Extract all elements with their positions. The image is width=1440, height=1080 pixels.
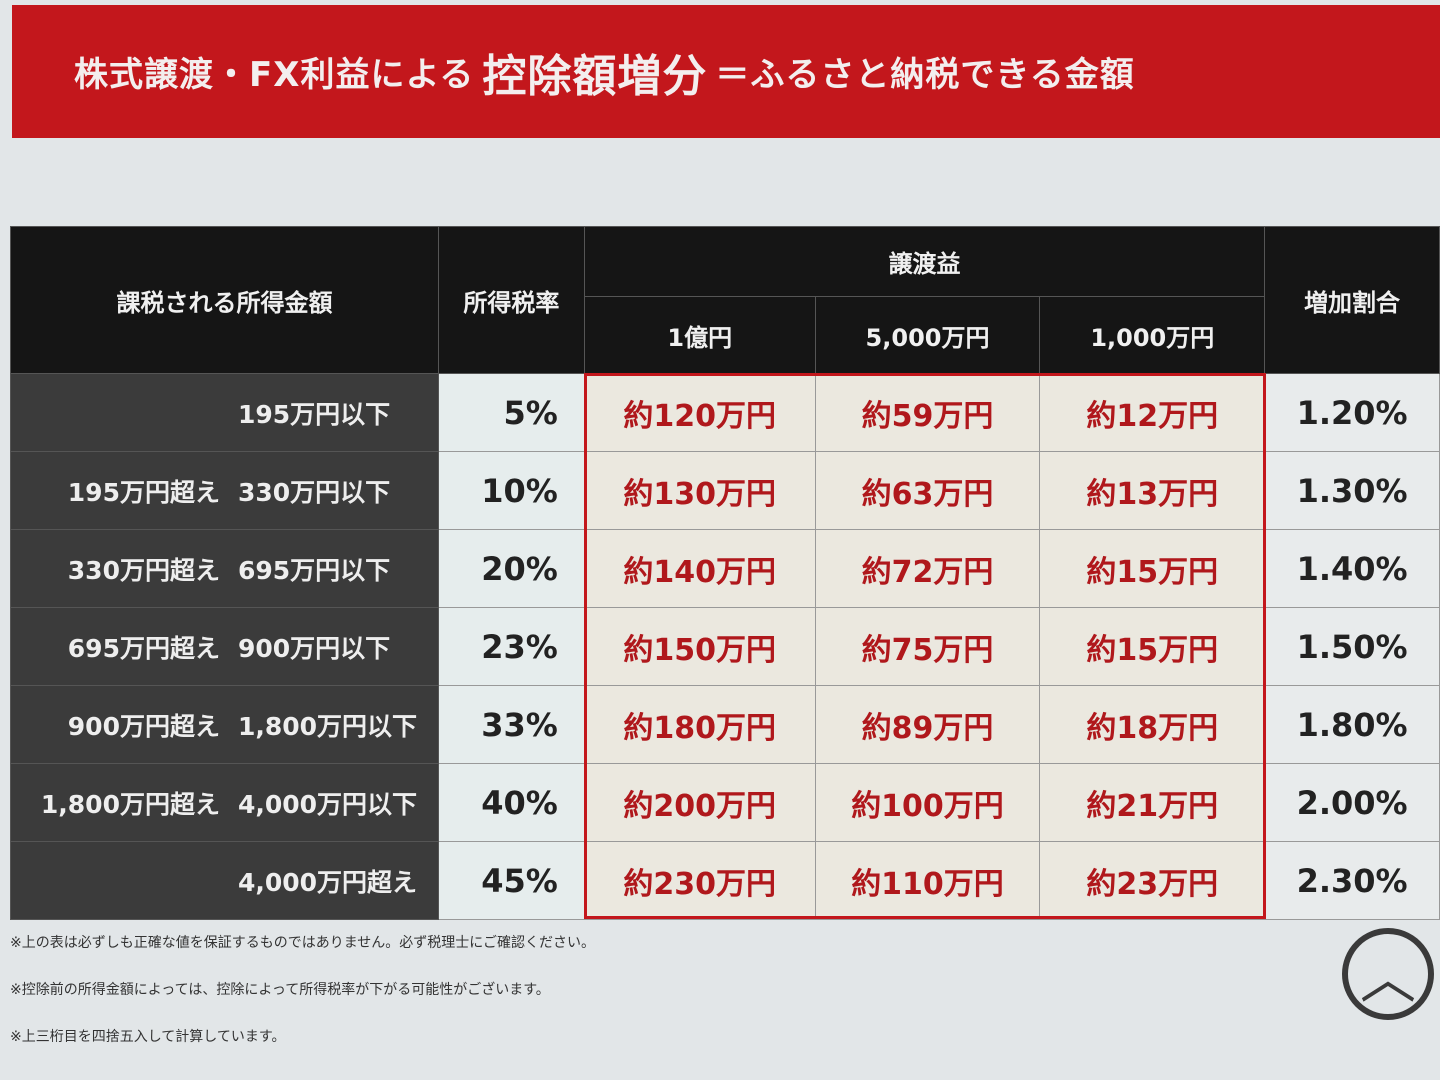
- income-from: 195万円超え: [67, 477, 220, 507]
- gain-value-cell: 約140万円: [583, 529, 816, 608]
- income-range: 330万円超え 695万円以下: [35, 551, 428, 587]
- title-pre: 株式譲渡・FX利益による: [74, 55, 475, 95]
- gain-value-cell: 約63万円: [814, 451, 1041, 530]
- increase-cell: 1.50%: [1264, 607, 1440, 686]
- rate-cell: 23%: [437, 607, 585, 686]
- gain-value-cell: 約13万円: [1039, 451, 1266, 530]
- gain-value-cell: 約59万円: [814, 373, 1041, 452]
- income-cell: 4,000万円超え: [10, 841, 439, 920]
- gain-value-cell: 約89万円: [814, 685, 1041, 764]
- income-cell: 195万円超え 330万円以下: [10, 451, 439, 530]
- gain-value-cell: 約150万円: [583, 607, 816, 686]
- table-row: 4,000万円超え 45% 約230万円 約110万円 約23万円 2.30%: [10, 841, 1440, 920]
- table-row: 900万円超え 1,800万円以下 33% 約180万円 約89万円 約18万円 1.80%: [10, 685, 1440, 764]
- rate-cell: 5%: [437, 373, 585, 452]
- gain-value-cell: 約200万円: [583, 763, 816, 842]
- rate-cell: 45%: [437, 841, 585, 920]
- header-1000man: 1,000万円: [1039, 296, 1266, 374]
- gain-value-cell: 約18万円: [1039, 685, 1266, 764]
- title-post: ＝ふるさと納税できる金額: [715, 55, 1135, 95]
- increase-cell: 2.30%: [1264, 841, 1440, 920]
- gain-value-cell: 約21万円: [1039, 763, 1266, 842]
- income-cell: 900万円超え 1,800万円以下: [10, 685, 439, 764]
- title-banner: 株式譲渡・FX利益による 控除額増分 ＝ふるさと納税できる金額: [12, 5, 1440, 138]
- gain-value-cell: 約230万円: [583, 841, 816, 920]
- income-to: 900万円以下: [237, 633, 391, 663]
- increase-cell: 1.40%: [1264, 529, 1440, 608]
- increase-cell: 2.00%: [1264, 763, 1440, 842]
- increase-cell: 1.20%: [1264, 373, 1440, 452]
- income-cell: 330万円超え 695万円以下: [10, 529, 439, 608]
- header-gain: 譲渡益: [583, 226, 1266, 297]
- rate-cell: 33%: [437, 685, 585, 764]
- income-range: 695万円超え 900万円以下: [35, 629, 428, 665]
- gain-value-cell: 約130万円: [583, 451, 816, 530]
- scroll-top-button[interactable]: ︿: [1342, 928, 1434, 1020]
- income-range: 4,000万円超え: [35, 863, 428, 899]
- income-cell: 695万円超え 900万円以下: [10, 607, 439, 686]
- income-to: 1,800万円以下: [237, 711, 418, 741]
- gain-value-cell: 約100万円: [814, 763, 1041, 842]
- increase-cell: 1.30%: [1264, 451, 1440, 530]
- income-from: 900万円超え: [67, 711, 220, 741]
- deduction-table: 課税される所得金額 所得税率 譲渡益 増加割合 1億円 5,000万円 1,00…: [10, 226, 1440, 920]
- gain-value-cell: 約15万円: [1039, 607, 1266, 686]
- income-from: 330万円超え: [67, 555, 220, 585]
- gain-value-cell: 約110万円: [814, 841, 1041, 920]
- income-range: 900万円超え 1,800万円以下: [35, 707, 428, 743]
- gain-value-cell: 約72万円: [814, 529, 1041, 608]
- income-to: 4,000万円超え: [237, 867, 418, 897]
- income-range: 195万円以下: [35, 395, 428, 431]
- header-income: 課税される所得金額: [10, 226, 439, 374]
- table-row: 195万円超え 330万円以下 10% 約130万円 約63万円 約13万円 1.30%: [10, 451, 1440, 530]
- gain-value-cell: 約23万円: [1039, 841, 1266, 920]
- income-to: 4,000万円以下: [237, 789, 418, 819]
- header-5000man: 5,000万円: [814, 296, 1041, 374]
- rate-cell: 20%: [437, 529, 585, 608]
- income-cell: 195万円以下: [10, 373, 439, 452]
- income-cell: 1,800万円超え 4,000万円以下: [10, 763, 439, 842]
- income-to: 330万円以下: [237, 477, 391, 507]
- note: ※上の表は必ずしも正確な値を保証するものではありません。必ず税理士にご確認くださ…: [10, 935, 596, 951]
- table-row: 1,800万円超え 4,000万円以下 40% 約200万円 約100万円 約21万円 2.…: [10, 763, 1440, 842]
- table-row: 330万円超え 695万円以下 20% 約140万円 約72万円 約15万円 1.40%: [10, 529, 1440, 608]
- gain-value-cell: 約120万円: [583, 373, 816, 452]
- income-to: 195万円以下: [237, 399, 391, 429]
- table-row: 695万円超え 900万円以下 23% 約150万円 約75万円 約15万円 1.50%: [10, 607, 1440, 686]
- footnotes: ※上の表は必ずしも正確な値を保証するものではありません。必ず税理士にご確認くださ…: [10, 932, 1310, 1073]
- income-range: 1,800万円超え 4,000万円以下: [35, 785, 428, 821]
- chevron-up-icon: ︿: [1360, 946, 1416, 1012]
- rate-cell: 10%: [437, 451, 585, 530]
- table-row: 195万円以下 5% 約120万円 約59万円 約12万円 1.20%: [10, 373, 1440, 452]
- gain-value-cell: 約15万円: [1039, 529, 1266, 608]
- income-from: 695万円超え: [67, 633, 220, 663]
- increase-cell: 1.80%: [1264, 685, 1440, 764]
- income-from: 1,800万円超え: [40, 789, 220, 819]
- income-to: 695万円以下: [237, 555, 391, 585]
- title-highlight: 控除額増分: [482, 50, 708, 102]
- header-rate: 所得税率: [437, 226, 585, 374]
- note: ※控除前の所得金額によっては、控除によって所得税率が下がる可能性がございます。: [10, 982, 550, 998]
- header-1oku: 1億円: [583, 296, 816, 374]
- income-range: 195万円超え 330万円以下: [35, 473, 428, 509]
- header-increase: 増加割合: [1264, 226, 1440, 374]
- gain-value-cell: 約12万円: [1039, 373, 1266, 452]
- rate-cell: 40%: [437, 763, 585, 842]
- note: ※上三桁目を四捨五入して計算しています。: [10, 1029, 286, 1045]
- gain-value-cell: 約75万円: [814, 607, 1041, 686]
- gain-value-cell: 約180万円: [583, 685, 816, 764]
